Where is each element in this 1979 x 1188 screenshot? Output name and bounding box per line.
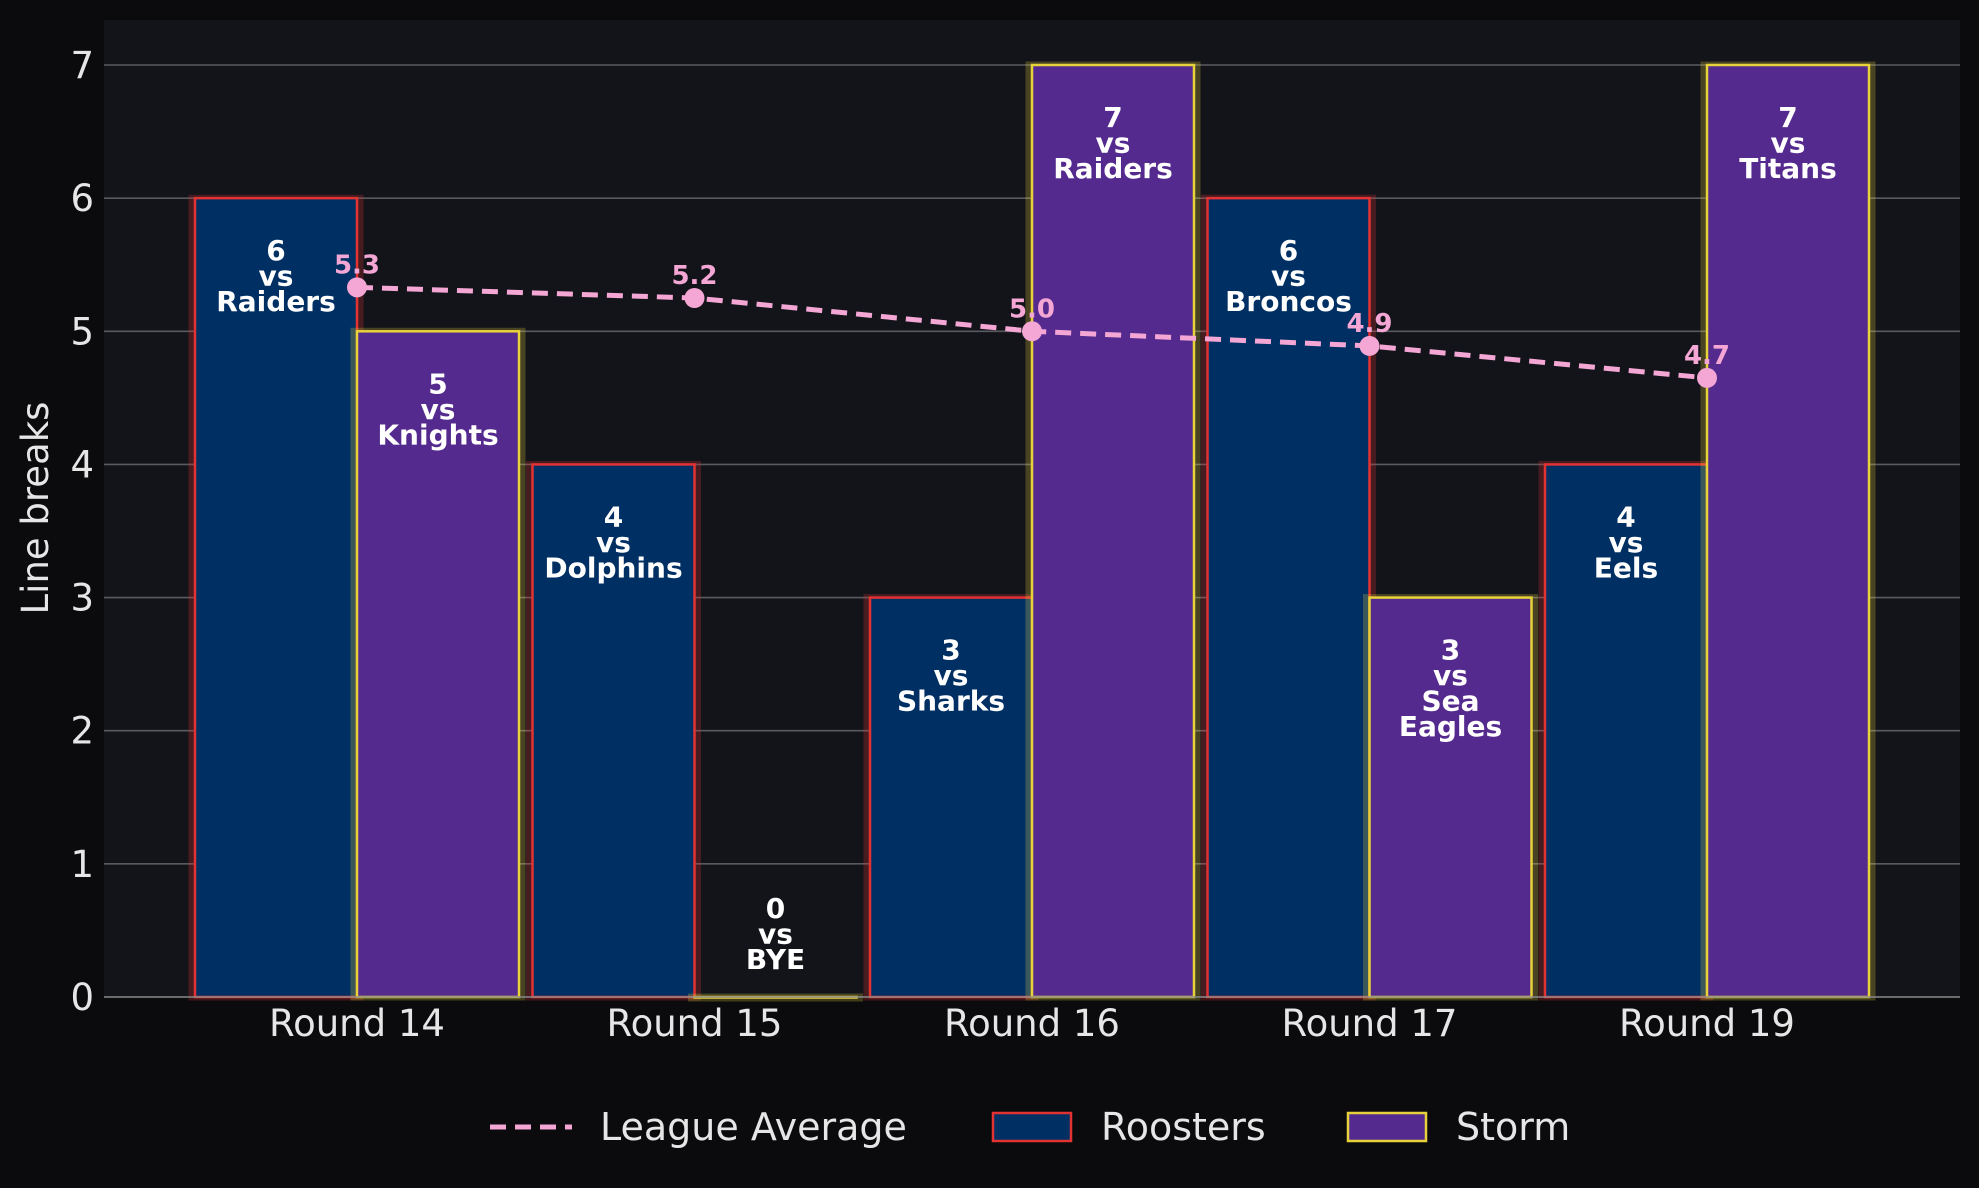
y-tick-label: 2 bbox=[70, 710, 94, 753]
bar-label-storm: 3 vs Sea Eagles bbox=[1399, 634, 1502, 744]
bar-storm bbox=[1705, 63, 1871, 999]
y-tick-label: 3 bbox=[70, 577, 94, 620]
legend-label-storm: Storm bbox=[1456, 1105, 1570, 1149]
league-average-point bbox=[1359, 335, 1380, 356]
league-average-value-label: 4.9 bbox=[1346, 309, 1392, 339]
league-average-point bbox=[347, 277, 367, 298]
bar-label-roosters: 4 vs Dolphins bbox=[544, 500, 682, 584]
y-tick-label: 4 bbox=[70, 443, 94, 486]
legend-swatch-storm bbox=[1346, 1111, 1428, 1143]
bar-labels: 6 vs Raiders 4 vs Dolphins 3 vs Sharks 6 vs Broncos… bbox=[216, 101, 1837, 976]
y-tick-label: 1 bbox=[70, 843, 94, 886]
y-tick-label: 7 bbox=[70, 44, 94, 87]
x-tick-label: Round 14 bbox=[269, 1002, 445, 1045]
legend-swatch-roosters bbox=[991, 1111, 1073, 1143]
x-tick-label: Round 16 bbox=[944, 1002, 1120, 1045]
bar-label-storm: 7 vs Titans bbox=[1739, 101, 1837, 185]
bar-label-storm: 0 vs BYE bbox=[746, 892, 805, 976]
league-average-value-label: 5.0 bbox=[1009, 294, 1055, 324]
bar-roosters bbox=[1543, 463, 1709, 999]
league-average-value-label: 4.7 bbox=[1684, 341, 1730, 371]
league-average-point bbox=[1697, 367, 1717, 388]
bar-roosters bbox=[1206, 196, 1371, 999]
bar-roosters bbox=[531, 463, 696, 999]
y-tick-label: 5 bbox=[70, 310, 94, 353]
bar-label-storm: 7 vs Raiders bbox=[1053, 101, 1173, 185]
y-tick-label: 0 bbox=[70, 976, 94, 1019]
league-average-point bbox=[1022, 321, 1042, 342]
x-axis-ticks: Round 14 Round 15 Round 16 Round 17 Round 19 bbox=[269, 1002, 1795, 1045]
legend: League Average Roosters Storm bbox=[490, 1105, 1570, 1149]
y-axis-title: Line breaks bbox=[14, 402, 57, 615]
league-average-point bbox=[684, 288, 705, 308]
x-tick-label: Round 19 bbox=[1619, 1002, 1795, 1045]
bar-storm bbox=[1030, 63, 1196, 999]
bar-roosters bbox=[868, 596, 1034, 999]
league-average-value-label: 5.3 bbox=[334, 250, 380, 280]
bar-label-roosters: 6 vs Broncos bbox=[1225, 234, 1352, 318]
legend-label-roosters: Roosters bbox=[1101, 1105, 1266, 1149]
bar-label-roosters: 6 vs Raiders bbox=[216, 234, 336, 318]
y-tick-label: 6 bbox=[70, 177, 94, 220]
bar-label-roosters: 4 vs Eels bbox=[1594, 500, 1658, 584]
x-tick-label: Round 17 bbox=[1282, 1002, 1458, 1045]
league-average-line: 5.3 5.2 5.0 4.9 4.7 bbox=[334, 250, 1730, 388]
league-average-value-label: 5.2 bbox=[671, 261, 717, 291]
y-axis-ticks: 0 1 2 3 4 5 6 7 bbox=[70, 44, 94, 1019]
bar-roosters bbox=[193, 196, 359, 999]
bar-label-roosters: 3 vs Sharks bbox=[897, 634, 1005, 718]
x-tick-label: Round 15 bbox=[607, 1002, 783, 1045]
bars bbox=[188, 61, 1876, 1002]
legend-label-league-average: League Average bbox=[600, 1105, 907, 1149]
bar-label-storm: 5 vs Knights bbox=[377, 367, 498, 451]
